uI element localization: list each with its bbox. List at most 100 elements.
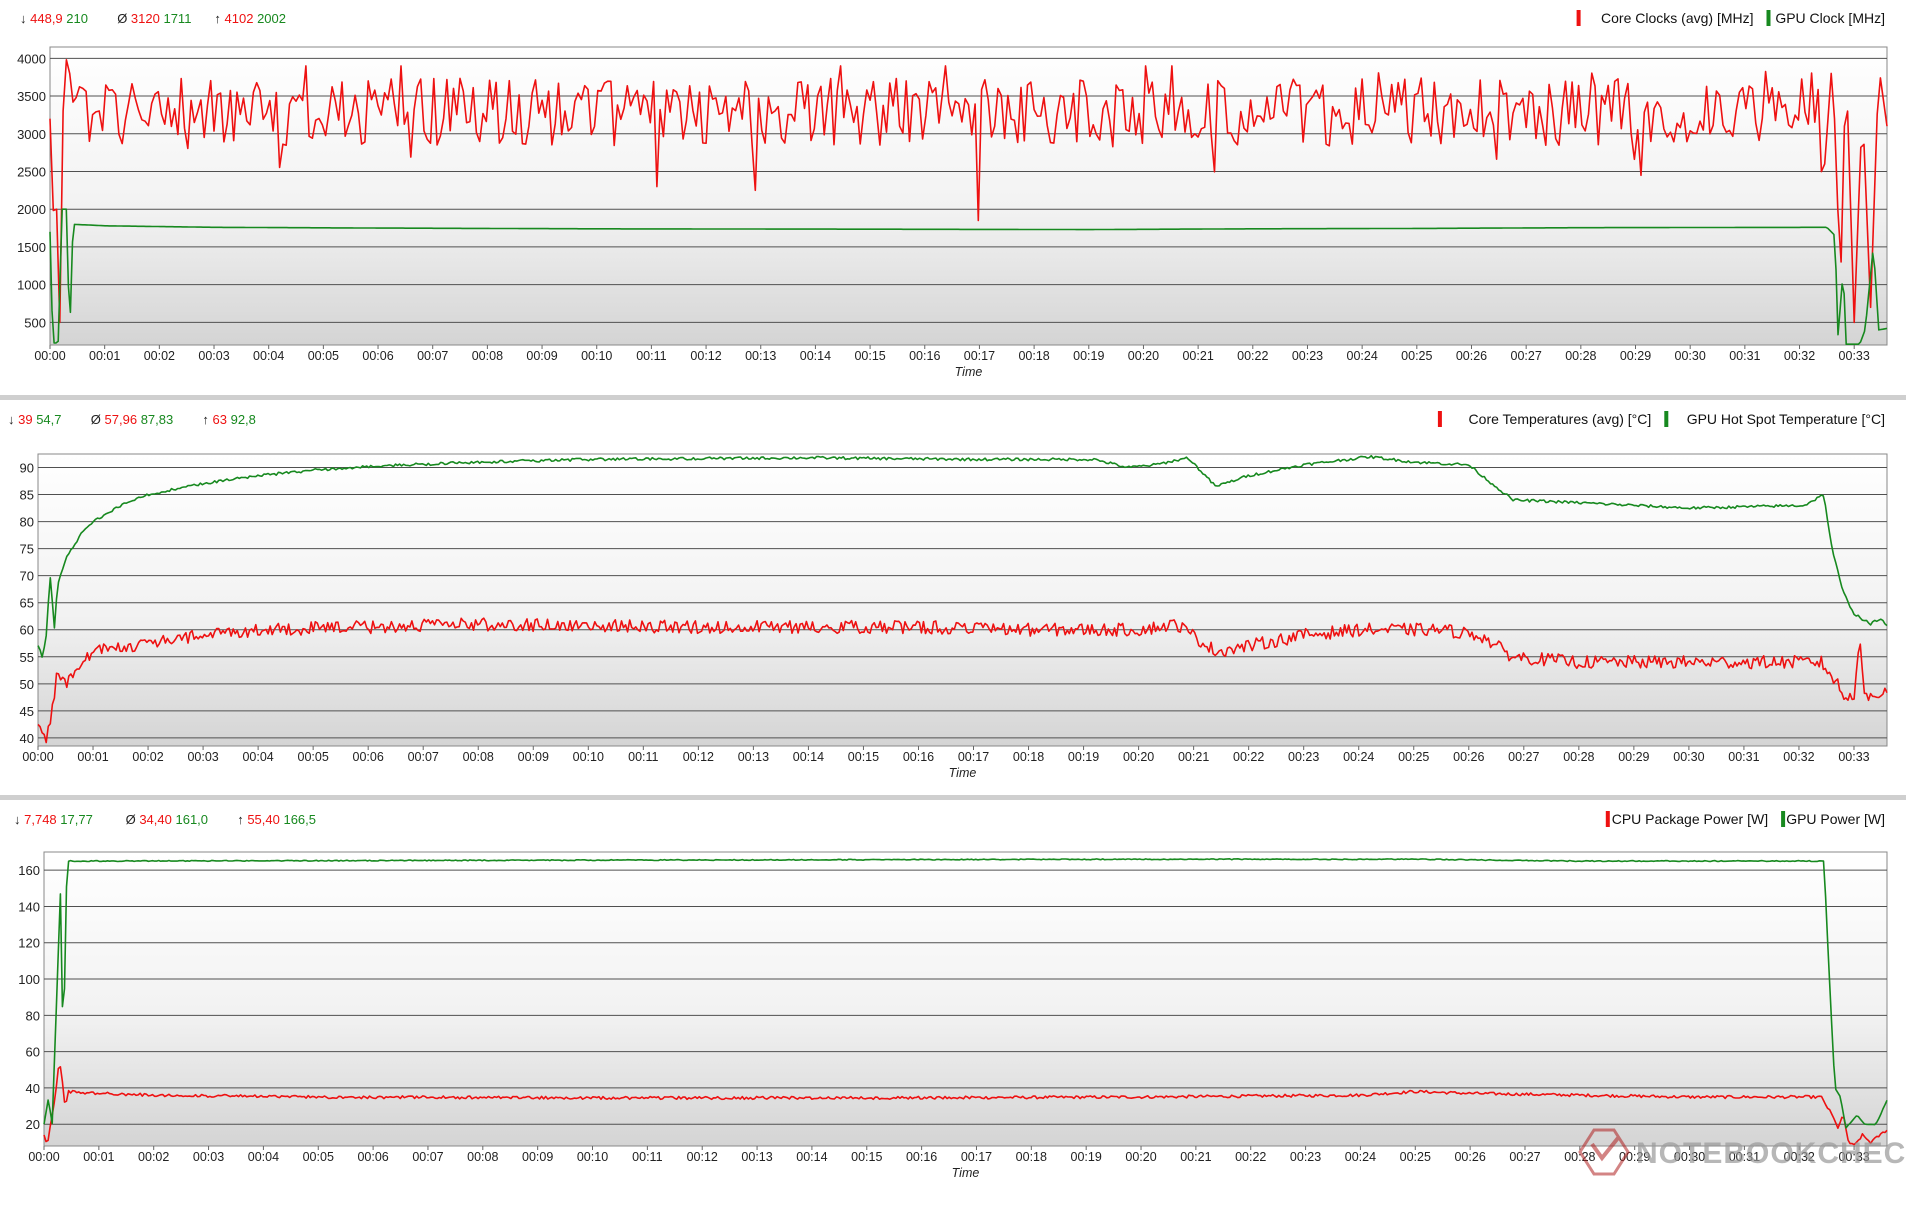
x-tick-label: 00:31 <box>1729 349 1760 363</box>
x-tick-label: 00:03 <box>187 750 218 764</box>
stat-value-series-1: 3120 <box>131 11 164 26</box>
x-axis-label: Time <box>955 365 983 379</box>
x-tick-label: 00:11 <box>632 1150 662 1164</box>
x-tick-label: 00:32 <box>1784 349 1815 363</box>
y-tick-label: 2500 <box>17 164 46 179</box>
x-tick-label: 00:12 <box>687 1150 718 1164</box>
x-tick-label: 00:17 <box>964 349 995 363</box>
stat-value-series-1: 4102 <box>225 11 258 26</box>
x-tick-label: 00:26 <box>1456 349 1487 363</box>
legend: GPU Hot Spot Temperature [°C] Core Temper… <box>1437 411 1885 427</box>
legend: GPU Clock [MHz] Core Clocks (avg) [MHz] <box>1576 10 1885 26</box>
stat-value-series-1: 7,748 <box>24 812 60 827</box>
x-tick-label: 00:15 <box>854 349 885 363</box>
x-tick-label: 00:05 <box>298 750 329 764</box>
series-line-gpu_clock <box>49 208 1888 346</box>
stat-max: ↑ 63 92,8 <box>202 412 256 427</box>
x-tick-label: 00:00 <box>34 349 65 363</box>
x-tick-label: 00:18 <box>1013 750 1044 764</box>
x-tick-label: 00:33 <box>1839 349 1870 363</box>
x-tick-label: 00:13 <box>741 1150 772 1164</box>
x-tick-label: 00:29 <box>1620 349 1651 363</box>
x-tick-label: 00:13 <box>738 750 769 764</box>
y-tick-label: 45 <box>20 704 34 719</box>
stat-value-series-1: 34,40 <box>139 812 175 827</box>
x-tick-label: 00:03 <box>193 1150 224 1164</box>
stat-symbol: ↑ <box>202 412 212 427</box>
x-tick-label: 00:18 <box>1018 349 1049 363</box>
chart-panel-temperatures: 40 45 50 55 60 65 70 75 80 85 90 00:00 00:01 00:02 00:… <box>8 411 1888 780</box>
x-tick-label: 00:03 <box>198 349 229 363</box>
y-tick-label: 70 <box>20 569 34 584</box>
x-tick-label: 00:30 <box>1675 349 1706 363</box>
plot-area <box>49 46 1888 346</box>
x-tick-label: 00:19 <box>1073 349 1104 363</box>
stat-value-series-1: 63 <box>213 412 231 427</box>
x-tick-label: 00:12 <box>683 750 714 764</box>
x-tick-label: 00:16 <box>903 750 934 764</box>
series-line-gpu_temp <box>37 454 1888 658</box>
legend-swatch <box>1576 10 1581 26</box>
y-tick-label: 55 <box>20 650 34 665</box>
series-line-cpu_temp <box>37 617 1888 744</box>
notebookcheck-watermark: NOTEBOOKCHECK <box>1578 1128 1906 1176</box>
stat-min: ↓ 7,748 17,77 <box>14 812 93 827</box>
y-tick-label: 75 <box>20 542 34 557</box>
x-tick-label: 00:08 <box>472 349 503 363</box>
y-tick-label: 160 <box>18 863 40 878</box>
stat-value-series-1: 39 <box>18 412 36 427</box>
stat-symbol: Ø <box>91 412 105 427</box>
panel-separator <box>0 395 1906 400</box>
x-tick-label: 00:04 <box>248 1150 279 1164</box>
x-tick-label: 00:08 <box>463 750 494 764</box>
x-tick-label: 00:24 <box>1347 349 1378 363</box>
stat-value-series-2: 2002 <box>257 11 286 26</box>
x-tick-label: 00:33 <box>1838 750 1869 764</box>
x-tick-label: 00:25 <box>1400 1150 1431 1164</box>
stat-symbol: Ø <box>126 812 140 827</box>
x-tick-label: 00:00 <box>28 1150 59 1164</box>
stat-min: ↓ 448,9 210 <box>20 11 88 26</box>
x-tick-label: 00:27 <box>1508 750 1539 764</box>
y-tick-label: 100 <box>18 972 40 987</box>
chart-panel-power: 20 40 60 80 100 120 140 160 00:00 00:01 00:02 00:03… <box>14 811 1888 1180</box>
x-tick-label: 00:02 <box>138 1150 169 1164</box>
legend-swatch <box>1766 10 1771 26</box>
x-tick-label: 00:25 <box>1401 349 1432 363</box>
y-tick-label: 80 <box>20 515 34 530</box>
x-tick-label: 00:20 <box>1128 349 1159 363</box>
x-tick-label: 00:20 <box>1125 1150 1156 1164</box>
watermark-text: NOTEBOOKCHECK <box>1636 1137 1906 1170</box>
x-axis-label: Time <box>952 1166 980 1180</box>
x-tick-label: 00:13 <box>745 349 776 363</box>
x-axis-label: Time <box>949 766 977 780</box>
x-tick-label: 00:14 <box>793 750 824 764</box>
x-tick-label: 00:28 <box>1563 750 1594 764</box>
x-tick-label: 00:22 <box>1237 349 1268 363</box>
stat-value-series-2: 166,5 <box>283 812 316 827</box>
y-tick-label: 3500 <box>17 89 46 104</box>
stat-max: ↑ 55,40 166,5 <box>237 812 316 827</box>
x-tick-label: 00:19 <box>1071 1150 1102 1164</box>
x-tick-label: 00:26 <box>1454 1150 1485 1164</box>
stat-value-series-2: 1711 <box>163 11 191 26</box>
x-tick-label: 00:23 <box>1292 349 1323 363</box>
y-tick-label: 80 <box>26 1008 40 1023</box>
x-tick-label: 00:06 <box>353 750 384 764</box>
panel-separator <box>0 795 1906 800</box>
x-tick-label: 00:30 <box>1674 1150 1705 1164</box>
x-tick-label: 00:00 <box>22 750 53 764</box>
x-tick-label: 00:28 <box>1564 1150 1595 1164</box>
stat-value-series-2: 92,8 <box>231 412 256 427</box>
stats-readout: ↓ 39 54,7 Ø 57,96 87,83 ↑ 63 92,8 <box>8 412 256 427</box>
notebookcheck-logo-icon <box>1578 1128 1630 1176</box>
stat-value-series-1: 57,96 <box>105 412 141 427</box>
plot-area <box>37 453 1888 747</box>
x-tick-label: 00:05 <box>308 349 339 363</box>
y-tick-label: 140 <box>18 899 40 914</box>
stat-max: ↑ 4102 2002 <box>214 11 286 26</box>
stat-value-series-2: 87,83 <box>141 412 174 427</box>
x-tick-label: 00:06 <box>362 349 393 363</box>
x-tick-label: 00:01 <box>89 349 120 363</box>
